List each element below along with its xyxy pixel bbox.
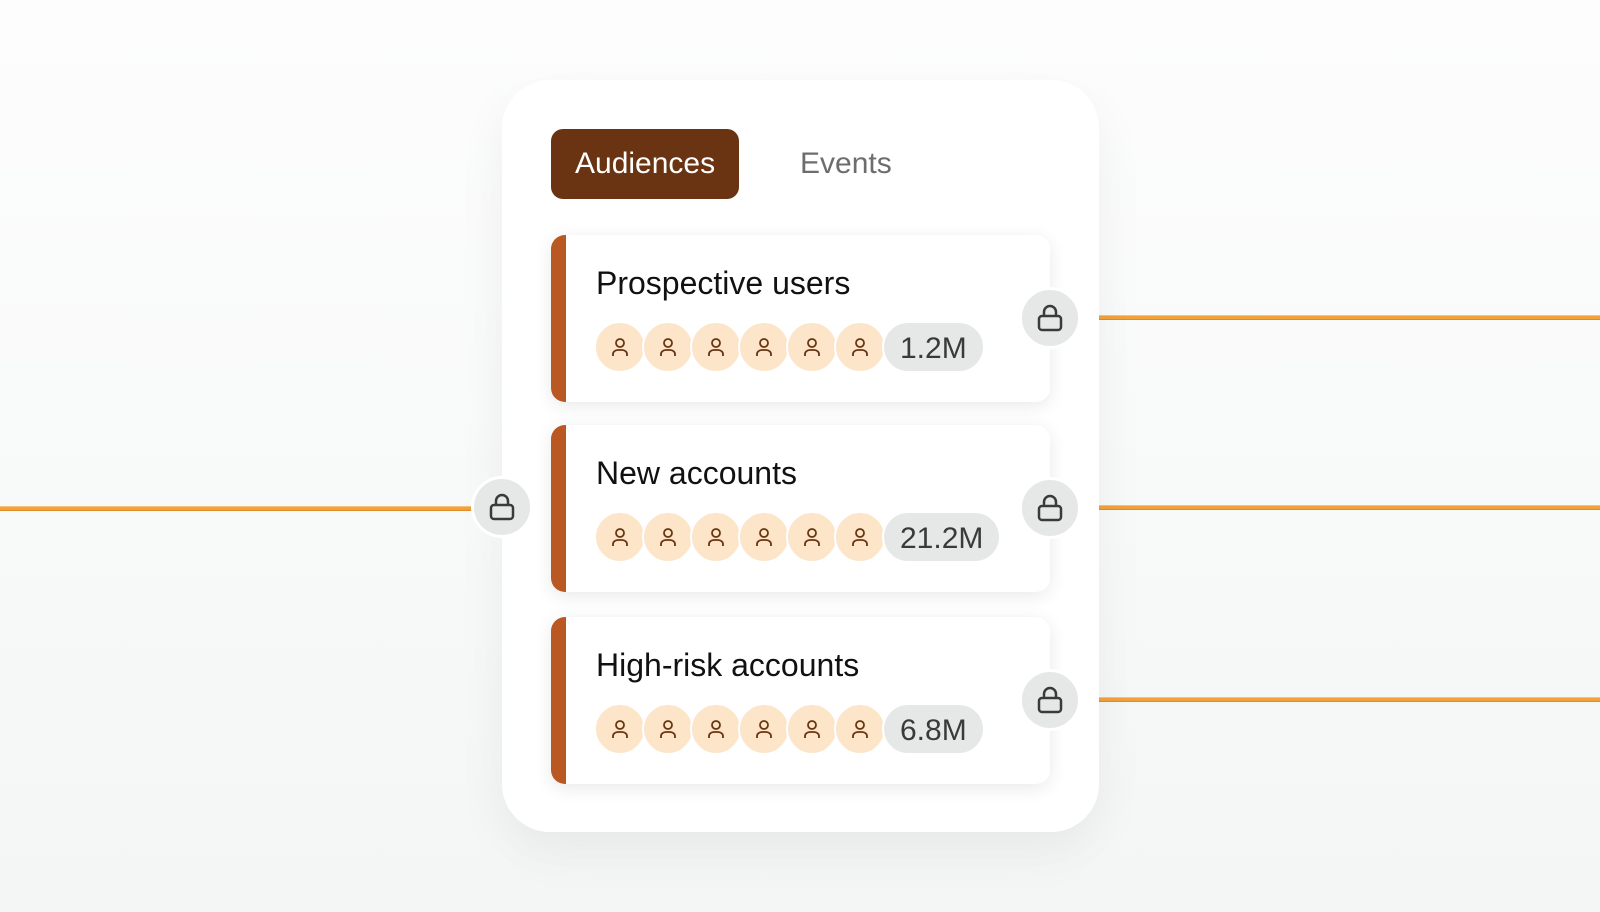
user-icon [612,528,628,546]
connector-line [1080,505,1600,510]
user-avatar [738,321,790,373]
user-avatar [690,703,742,755]
user-icon [612,338,628,356]
user-icon [852,528,868,546]
user-avatar [786,321,838,373]
user-icon [708,720,724,738]
tab-audiences[interactable]: Audiences [551,129,740,199]
user-avatar [642,321,694,373]
avatar-group: 6.8M [594,703,985,755]
user-icon [804,720,820,738]
audience-title: High-risk accounts [596,647,860,683]
audience-count: 1.2M [882,321,985,373]
user-avatar [690,321,742,373]
user-avatar [594,321,646,373]
lock-icon[interactable] [471,476,533,538]
user-icon [852,720,868,738]
user-icon [756,338,772,356]
connector-line [1080,697,1600,702]
user-icon [708,338,724,356]
user-avatar [690,511,742,563]
user-icon [756,720,772,738]
user-icon [708,528,724,546]
user-avatar [738,511,790,563]
user-avatar [834,703,886,755]
lock-icon[interactable] [1019,287,1081,349]
user-avatar [738,703,790,755]
audience-count: 21.2M [882,511,1002,563]
lock-icon[interactable] [1019,669,1081,731]
user-icon [852,338,868,356]
user-icon [612,720,628,738]
audience-count: 6.8M [882,703,985,755]
user-avatar [594,703,646,755]
user-icon [660,338,676,356]
user-icon [804,528,820,546]
audience-title: New accounts [596,455,797,491]
audience-title: Prospective users [596,265,851,301]
user-icon [660,720,676,738]
avatar-group: 21.2M [594,511,1002,563]
lock-icon[interactable] [1019,477,1081,539]
audience-item[interactable]: High-risk accounts 6.8M [551,617,1050,784]
connector-line [1080,315,1600,320]
avatar-group: 1.2M [594,321,985,373]
audience-item[interactable]: New accounts 21.2M [551,425,1050,592]
user-icon [804,338,820,356]
user-avatar [786,511,838,563]
user-avatar [786,703,838,755]
user-avatar [642,511,694,563]
user-avatar [594,511,646,563]
user-icon [756,528,772,546]
user-avatar [834,511,886,563]
tab-events[interactable]: Events [800,147,892,180]
audiences-panel: Audiences Events Prospective users 1.2M … [502,80,1099,832]
audience-item[interactable]: Prospective users 1.2M [551,235,1050,402]
user-avatar [642,703,694,755]
user-icon [660,528,676,546]
connector-line [0,506,472,511]
user-avatar [834,321,886,373]
